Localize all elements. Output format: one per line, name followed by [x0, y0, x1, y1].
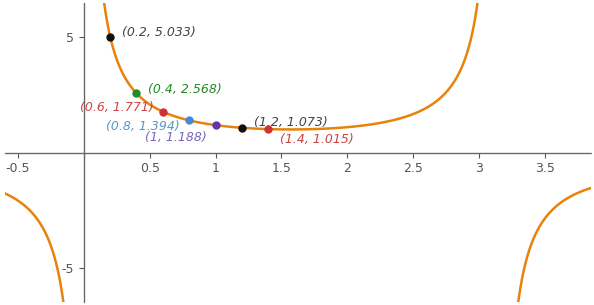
Text: (0.8, 1.394): (0.8, 1.394): [106, 120, 180, 133]
Text: (0.2, 5.033): (0.2, 5.033): [122, 26, 196, 39]
Text: (1.4, 1.015): (1.4, 1.015): [280, 133, 354, 146]
Text: (0.4, 2.568): (0.4, 2.568): [148, 83, 222, 96]
Text: (1.2, 1.073): (1.2, 1.073): [254, 116, 327, 129]
Text: (1, 1.188): (1, 1.188): [144, 131, 206, 144]
Text: (0.6, 1.771): (0.6, 1.771): [80, 101, 154, 113]
